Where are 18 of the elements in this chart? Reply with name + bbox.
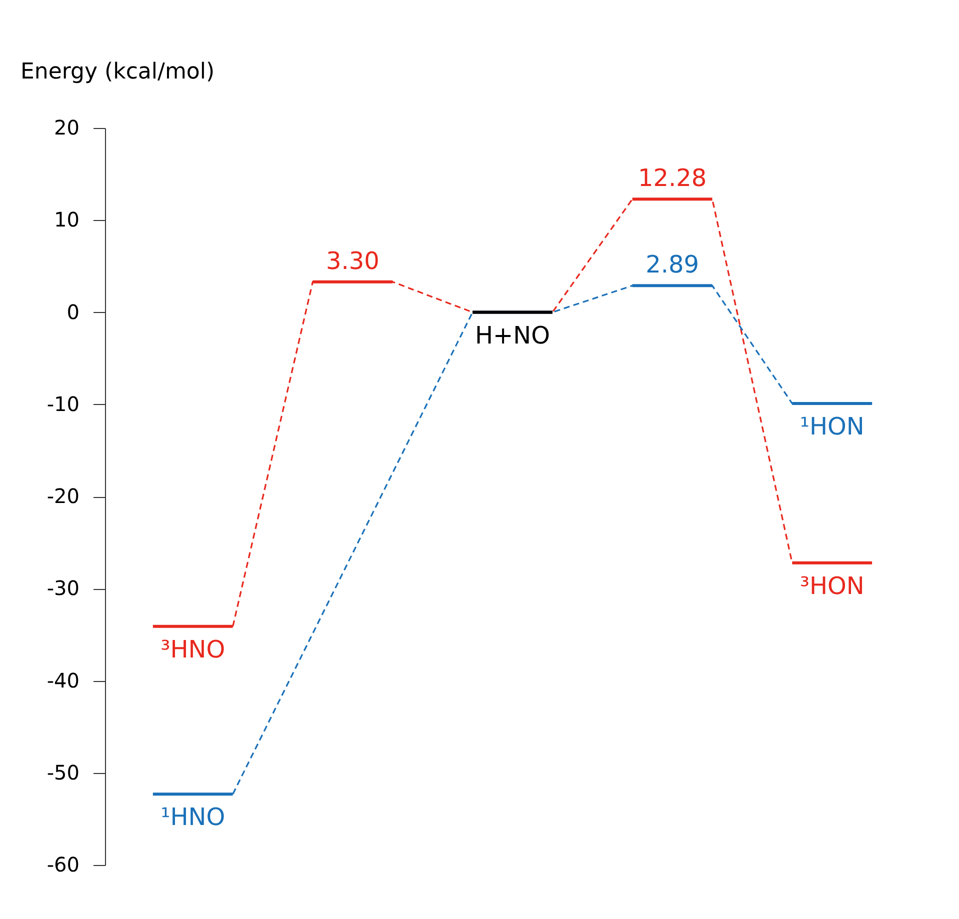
y-tick-label: -50 — [46, 760, 80, 784]
y-tick-label: -20 — [46, 484, 80, 508]
y-tick-label: -40 — [46, 668, 80, 692]
data-label: ¹HON — [800, 412, 864, 440]
y-tick-label: -60 — [46, 852, 80, 876]
y-tick-label: 20 — [54, 116, 80, 140]
y-tick-label: 0 — [66, 300, 80, 324]
data-label: H+NO — [475, 321, 550, 350]
data-label: 2.89 — [646, 250, 700, 279]
data-label: ³HNO — [160, 635, 226, 664]
y-tick-label: -30 — [46, 576, 80, 600]
data-label: 3.30 — [326, 246, 380, 275]
data-label: 12.28 — [638, 164, 707, 192]
y-axis-title: Energy (kcal/mol) — [20, 60, 215, 84]
data-label: ³HON — [800, 572, 864, 600]
y-tick-label: 10 — [54, 208, 80, 232]
y-tick-label: -10 — [46, 392, 80, 416]
data-label: ¹HNO — [160, 803, 226, 832]
